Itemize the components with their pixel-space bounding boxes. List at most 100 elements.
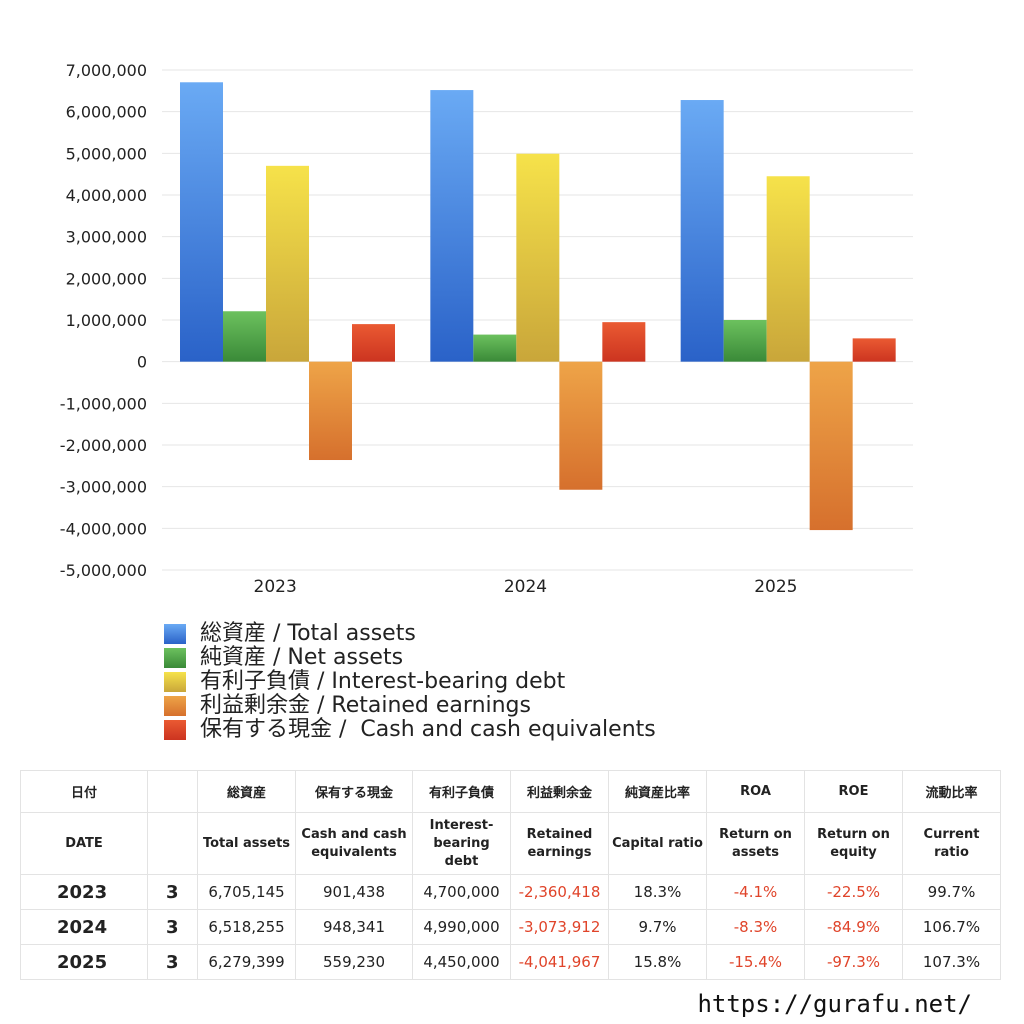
cell-retained: -3,073,912	[510, 909, 609, 945]
bar-2025-series-0	[680, 100, 724, 362]
y-tick-label: 0	[137, 353, 147, 372]
cell-total-assets: 6,518,255	[197, 909, 296, 945]
table-row: 2024 3 6,518,255 948,341 4,990,000 -3,07…	[20, 909, 1001, 945]
y-axis: 7,000,000 6,000,000 5,000,000 4,000,000 3,00…	[60, 61, 147, 580]
y-tick-label: -5,000,000	[60, 561, 147, 580]
header-month-en	[147, 812, 198, 875]
bar-2025-series-1	[723, 320, 767, 362]
table-row: 2025 3 6,279,399 559,230 4,450,000 -4,04…	[20, 944, 1001, 980]
header-month-jp	[147, 770, 198, 813]
legend-item: 総資産 / Total assets	[164, 622, 656, 646]
header-roe-en: Return on equity	[804, 812, 903, 875]
x-tick-label: 2025	[754, 577, 797, 597]
header-retained-en: Retained earnings	[510, 812, 609, 875]
x-axis: 2023 2024 2025	[254, 577, 798, 597]
legend-item: 利益剰余金 / Retained earnings	[164, 694, 656, 718]
y-tick-label: 1,000,000	[66, 311, 147, 330]
cell-current-ratio: 107.3%	[902, 944, 1001, 980]
bar-chart: 7,000,000 6,000,000 5,000,000 4,000,000 3,00…	[60, 61, 913, 597]
cell-capital-ratio: 15.8%	[608, 944, 707, 980]
cell-roe: -97.3%	[804, 944, 903, 980]
header-current-ratio-jp: 流動比率	[902, 770, 1001, 813]
cell-retained: -2,360,418	[510, 874, 609, 910]
bar-2023-series-1	[223, 311, 266, 362]
bar-2025-series-2	[766, 176, 810, 362]
legend-label: 純資産 / Net assets	[200, 645, 404, 670]
cell-roe: -84.9%	[804, 909, 903, 945]
legend-swatch	[164, 648, 186, 668]
y-tick-label: 5,000,000	[66, 144, 147, 163]
y-tick-label: -3,000,000	[60, 478, 147, 497]
header-cash-en: Cash and cash equivalents	[295, 812, 413, 875]
header-total-assets-jp: 総資産	[197, 770, 296, 813]
header-debt-jp: 有利子負債	[412, 770, 511, 813]
table-header-jp: 日付 総資産 保有する現金 有利子負債 利益剰余金 純資産比率 ROA ROE …	[20, 770, 1001, 813]
site-url: https://gurafu.net/	[697, 990, 972, 1018]
bar-2024-series-1	[473, 334, 517, 362]
header-retained-jp: 利益剰余金	[510, 770, 609, 813]
chart-bars	[180, 82, 896, 531]
header-capital-ratio-jp: 純資産比率	[608, 770, 707, 813]
legend-label: 保有する現金 / Cash and cash equivalents	[200, 717, 656, 742]
bar-2023-series-4	[352, 324, 395, 362]
bar-2025-series-3	[809, 361, 853, 531]
header-total-assets-en: Total assets	[197, 812, 296, 875]
cell-cash: 948,341	[295, 909, 413, 945]
legend-label: 有利子負債 / Interest-bearing debt	[200, 669, 566, 694]
cell-month: 3	[147, 874, 198, 910]
legend-item: 純資産 / Net assets	[164, 646, 656, 670]
cell-total-assets: 6,705,145	[197, 874, 296, 910]
cell-year: 2024	[20, 909, 148, 945]
cell-cash: 901,438	[295, 874, 413, 910]
cell-current-ratio: 99.7%	[902, 874, 1001, 910]
cell-roa: -8.3%	[706, 909, 805, 945]
header-current-ratio-en: Current ratio	[902, 812, 1001, 875]
cell-year: 2025	[20, 944, 148, 980]
bar-2024-series-3	[559, 361, 603, 490]
cell-month: 3	[147, 909, 198, 945]
cell-roa: -4.1%	[706, 874, 805, 910]
legend-label: 総資産 / Total assets	[200, 621, 416, 646]
cell-cash: 559,230	[295, 944, 413, 980]
legend-item: 保有する現金 / Cash and cash equivalents	[164, 718, 656, 742]
cell-year: 2023	[20, 874, 148, 910]
header-roa-jp: ROA	[706, 770, 805, 813]
legend-swatch	[164, 696, 186, 716]
cell-roa: -15.4%	[706, 944, 805, 980]
y-tick-label: -1,000,000	[60, 394, 147, 413]
cell-month: 3	[147, 944, 198, 980]
x-tick-label: 2023	[254, 577, 297, 597]
table-row: 2023 3 6,705,145 901,438 4,700,000 -2,36…	[20, 874, 1001, 910]
header-roa-en: Return on assets	[706, 812, 805, 875]
header-debt-en: Interest-bearing debt	[412, 812, 511, 875]
bar-2024-series-2	[516, 153, 560, 362]
financial-table: 日付 総資産 保有する現金 有利子負債 利益剰余金 純資産比率 ROA ROE …	[20, 770, 1001, 980]
cell-retained: -4,041,967	[510, 944, 609, 980]
cell-capital-ratio: 18.3%	[608, 874, 707, 910]
bar-2023-series-3	[309, 361, 352, 461]
cell-roe: -22.5%	[804, 874, 903, 910]
y-tick-label: 2,000,000	[66, 269, 147, 288]
y-tick-label: 6,000,000	[66, 103, 147, 122]
y-tick-label: -4,000,000	[60, 519, 147, 538]
cell-debt: 4,990,000	[412, 909, 511, 945]
header-roe-jp: ROE	[804, 770, 903, 813]
bar-2024-series-0	[430, 90, 474, 362]
table-header-en: DATE Total assets Cash and cash equivale…	[20, 812, 1001, 875]
legend-item: 有利子負債 / Interest-bearing debt	[164, 670, 656, 694]
bar-2023-series-2	[266, 165, 309, 362]
header-cash-jp: 保有する現金	[295, 770, 413, 813]
header-capital-ratio-en: Capital ratio	[608, 812, 707, 875]
y-tick-label: -2,000,000	[60, 436, 147, 455]
header-date-jp: 日付	[20, 770, 148, 813]
cell-total-assets: 6,279,399	[197, 944, 296, 980]
legend-swatch	[164, 672, 186, 692]
legend-swatch	[164, 624, 186, 644]
bar-2024-series-4	[602, 322, 646, 362]
chart-legend: 総資産 / Total assets 純資産 / Net assets 有利子負債 …	[164, 622, 656, 742]
cell-debt: 4,700,000	[412, 874, 511, 910]
legend-swatch	[164, 720, 186, 740]
bar-2025-series-4	[852, 338, 896, 362]
cell-debt: 4,450,000	[412, 944, 511, 980]
cell-capital-ratio: 9.7%	[608, 909, 707, 945]
